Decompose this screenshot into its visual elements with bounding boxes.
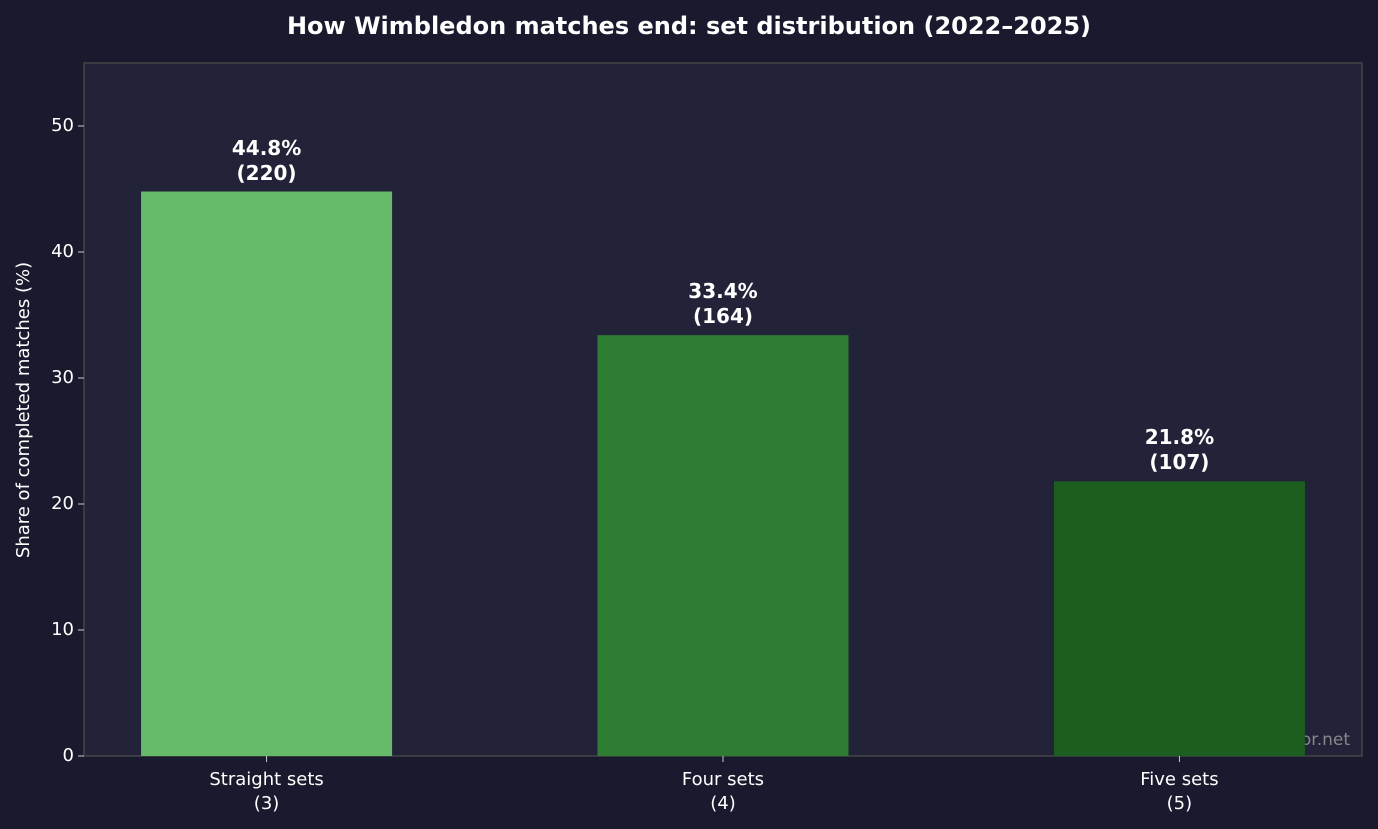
bar: [141, 191, 393, 756]
bar: [1053, 481, 1305, 756]
y-tick-label: 20: [51, 493, 74, 514]
x-tick-label: Five sets (5): [1140, 769, 1219, 814]
y-tick-label: 30: [51, 367, 74, 388]
chart-title: How Wimbledon matches end: set distribut…: [287, 12, 1091, 40]
bar: [597, 335, 849, 756]
value-label: 44.8% (220): [231, 135, 302, 185]
x-tick-label: Four sets (4): [681, 769, 765, 814]
y-tick-label: 40: [51, 241, 74, 262]
value-label: 33.4% (164): [688, 279, 758, 329]
y-tick-label: 0: [63, 745, 74, 766]
y-axis-label: Share of completed matches (%): [13, 262, 34, 558]
x-tick-label: Straight sets (3): [209, 769, 324, 814]
value-label: 21.8% (107): [1144, 425, 1215, 475]
y-tick-label: 10: [51, 619, 74, 640]
y-tick-label: 50: [51, 115, 74, 136]
